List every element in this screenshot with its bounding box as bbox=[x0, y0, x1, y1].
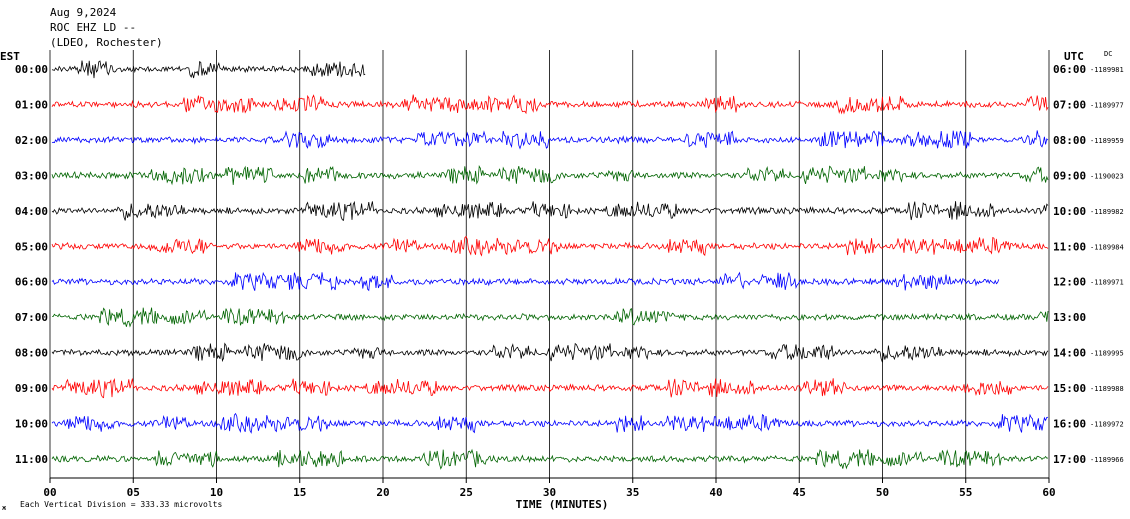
x-tick-label: 20 bbox=[376, 486, 389, 499]
dc-offset-label: -1189995 bbox=[1090, 350, 1124, 358]
est-row-label: 03:00 bbox=[15, 169, 48, 182]
dc-offset-label: -1189977 bbox=[1090, 101, 1124, 109]
dc-label: DC bbox=[1104, 50, 1112, 58]
x-tick-label: 50 bbox=[876, 486, 889, 499]
x-tick-label: 05 bbox=[127, 486, 140, 499]
seismic-trace bbox=[51, 130, 1049, 150]
x-tick-label: 00 bbox=[43, 486, 56, 499]
x-tick-label: 35 bbox=[626, 486, 639, 499]
x-tick-label: 60 bbox=[1042, 486, 1055, 499]
utc-row-label: 16:00 bbox=[1053, 418, 1086, 431]
utc-row-label: 12:00 bbox=[1053, 276, 1086, 289]
left-axis-label: EST bbox=[0, 50, 20, 63]
est-row-label: 08:00 bbox=[15, 347, 48, 360]
dc-offset-label: -1189966 bbox=[1090, 456, 1124, 464]
seismic-trace bbox=[51, 200, 1049, 221]
dc-offset-label: -1189971 bbox=[1090, 279, 1124, 287]
antenna-icon: ж bbox=[2, 504, 7, 512]
chart-date: Aug 9,2024 bbox=[50, 6, 117, 19]
row-labels: 00:00 06:00 -1189981 01:00 07:00 -1189977 02:0… bbox=[15, 63, 1124, 466]
seismic-trace bbox=[51, 378, 1049, 399]
x-tick-label: 40 bbox=[709, 486, 722, 499]
x-tick-label: 10 bbox=[210, 486, 223, 499]
dc-offset-label: -1189982 bbox=[1090, 208, 1124, 216]
est-row-label: 05:00 bbox=[15, 240, 48, 253]
est-row-label: 00:00 bbox=[15, 63, 48, 76]
utc-row-label: 08:00 bbox=[1053, 134, 1086, 147]
utc-row-label: 14:00 bbox=[1053, 347, 1086, 360]
utc-row-label: 13:00 bbox=[1053, 311, 1086, 324]
seismic-trace bbox=[51, 307, 1049, 328]
x-axis-label: TIME (MINUTES) bbox=[516, 498, 609, 511]
x-tick-label: 25 bbox=[460, 486, 473, 499]
est-row-label: 06:00 bbox=[15, 276, 48, 289]
seismic-trace bbox=[51, 94, 1049, 115]
dc-offset-label: -1189984 bbox=[1090, 243, 1124, 251]
utc-row-label: 17:00 bbox=[1053, 453, 1086, 466]
seismic-traces bbox=[51, 60, 1049, 470]
est-row-label: 11:00 bbox=[15, 453, 48, 466]
est-row-label: 09:00 bbox=[15, 382, 48, 395]
right-axis-label: UTC bbox=[1064, 50, 1084, 63]
vertical-gridlines bbox=[49, 50, 1050, 479]
dc-offset-label: -1190023 bbox=[1090, 172, 1124, 180]
est-row-label: 10:00 bbox=[15, 418, 48, 431]
est-row-label: 02:00 bbox=[15, 134, 48, 147]
x-tick-label: 15 bbox=[293, 486, 306, 499]
x-tick-label: 45 bbox=[793, 486, 806, 499]
est-row-label: 01:00 bbox=[15, 98, 48, 111]
dc-offset-label: -1189972 bbox=[1090, 421, 1124, 429]
utc-row-label: 09:00 bbox=[1053, 169, 1086, 182]
seismic-trace bbox=[51, 165, 1049, 186]
utc-row-label: 06:00 bbox=[1053, 63, 1086, 76]
x-tick-label: 55 bbox=[959, 486, 972, 499]
seismic-trace bbox=[51, 60, 366, 79]
station-code: ROC EHZ LD -- bbox=[50, 21, 136, 34]
seismic-trace bbox=[51, 271, 1000, 292]
seismic-trace bbox=[51, 342, 1049, 363]
dc-offset-label: -1189988 bbox=[1090, 385, 1124, 393]
utc-row-label: 15:00 bbox=[1053, 382, 1086, 395]
utc-row-label: 11:00 bbox=[1053, 240, 1086, 253]
est-row-label: 07:00 bbox=[15, 311, 48, 324]
seismic-trace bbox=[51, 412, 1049, 434]
utc-row-label: 10:00 bbox=[1053, 205, 1086, 218]
scale-note: Each Vertical Division = 333.33 microvol… bbox=[20, 500, 222, 509]
x-axis-ticks: 00 05 10 15 20 25 30 35 40 45 50 55 60 bbox=[43, 478, 1056, 499]
x-tick-label: 30 bbox=[543, 486, 556, 499]
dc-offset-label: -1189959 bbox=[1090, 137, 1124, 145]
est-row-label: 04:00 bbox=[15, 205, 48, 218]
dc-offset-label: -1189981 bbox=[1090, 66, 1124, 74]
seismic-trace bbox=[51, 448, 1049, 470]
utc-row-label: 07:00 bbox=[1053, 98, 1086, 111]
network-name: (LDEO, Rochester) bbox=[50, 36, 163, 49]
seismic-trace bbox=[51, 235, 1049, 257]
